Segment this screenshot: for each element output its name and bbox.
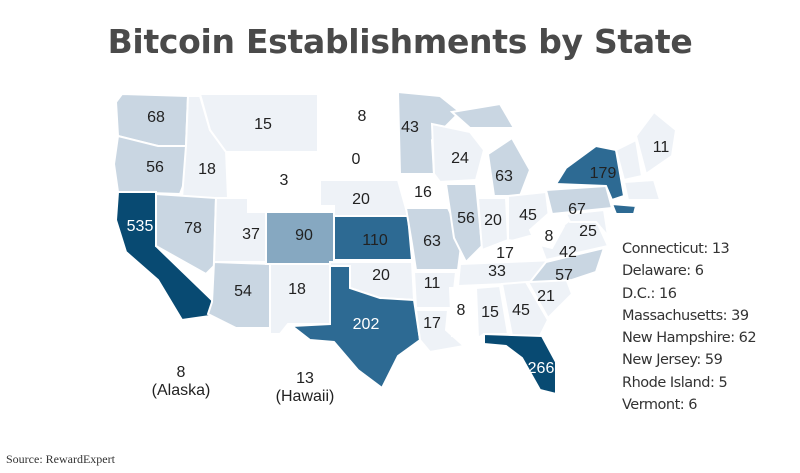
state-ma-ct-ri <box>622 178 662 201</box>
legend-item: D.C.: 16 <box>622 285 677 302</box>
state-value-wi: 24 <box>451 150 469 167</box>
state-value-tn: 33 <box>488 263 506 280</box>
state-value-ia: 16 <box>414 184 432 201</box>
state-value-ca: 535 <box>127 218 154 235</box>
state-value-nd: 8 <box>358 108 367 125</box>
state-md <box>564 208 610 240</box>
legend-item: Massachusetts: 39 <box>622 307 749 324</box>
state-pa <box>544 184 614 216</box>
hawaii-label: 13 (Hawaii) <box>272 370 338 406</box>
state-value-la: 17 <box>423 315 441 332</box>
state-va <box>538 219 610 262</box>
state-value-labels: 68 56 535 18 78 15 3 37 54 90 18 8 0 20 110 20 202 43 16 63… <box>127 108 670 377</box>
state-wv <box>528 212 566 250</box>
state-value-ne: 20 <box>352 191 370 208</box>
legend-item: Delaware: 6 <box>622 263 704 280</box>
state-value-wv: 8 <box>545 228 554 245</box>
state-value-oh: 45 <box>519 207 537 224</box>
state-ms <box>448 287 475 337</box>
state-value-ny: 179 <box>590 165 617 182</box>
state-value-fl: 266 <box>528 360 555 377</box>
state-tx <box>289 265 422 390</box>
legend-item: New Jersey: 59 <box>622 352 723 369</box>
state-value-ks: 110 <box>362 232 388 249</box>
hawaii-value: 13 <box>296 370 314 387</box>
state-value-ar: 11 <box>424 275 441 292</box>
state-value-nc: 57 <box>555 267 573 284</box>
state-value-id: 18 <box>198 161 216 178</box>
map-title: Bitcoin Establishments by State <box>107 22 693 61</box>
state-il <box>444 183 484 264</box>
small-states-legend: Connecticut: 13 Delaware: 6 D.C.: 16 Mas… <box>622 238 757 416</box>
legend-item: Rhode Island: 5 <box>622 374 728 391</box>
legend-item: Connecticut: 13 <box>622 241 730 257</box>
alaska-name: (Alaska) <box>151 382 211 399</box>
state-value-az: 54 <box>234 283 252 300</box>
state-value-mt: 15 <box>254 116 272 133</box>
state-value-va: 42 <box>559 244 577 261</box>
state-value-ok: 20 <box>372 267 390 284</box>
state-vt-nh <box>614 138 644 182</box>
state-shapes <box>112 90 678 396</box>
hawaii-name: (Hawaii) <box>275 388 335 405</box>
state-fl <box>483 332 557 396</box>
state-value-nm: 18 <box>288 281 306 298</box>
state-value-mn: 43 <box>401 119 419 136</box>
state-value-il: 56 <box>457 210 475 227</box>
state-me <box>634 110 678 176</box>
state-value-md: 25 <box>579 223 597 240</box>
state-value-or: 56 <box>146 159 164 176</box>
state-value-co: 90 <box>295 227 313 244</box>
state-ga <box>500 280 550 337</box>
source-note: Source: RewardExpert <box>6 452 115 466</box>
state-value-wy: 3 <box>280 172 289 189</box>
alaska-label: 8 (Alaska) <box>150 364 212 400</box>
state-value-pa: 67 <box>568 201 586 218</box>
state-nc <box>527 246 606 284</box>
state-value-ga: 45 <box>512 302 530 319</box>
state-wi <box>430 122 486 184</box>
state-value-mi: 63 <box>495 168 513 185</box>
alaska-value: 8 <box>176 364 186 381</box>
state-value-wa: 68 <box>147 109 165 126</box>
state-mi-upper <box>449 102 516 129</box>
state-value-mo: 63 <box>423 233 441 250</box>
state-value-sd: 0 <box>352 151 361 168</box>
legend-item: Vermont: 6 <box>622 397 698 414</box>
state-mi <box>486 136 532 197</box>
state-value-nv: 78 <box>184 220 202 237</box>
state-value-ky: 17 <box>496 245 514 262</box>
state-value-tx: 202 <box>353 316 380 333</box>
state-value-in: 20 <box>484 212 502 229</box>
state-value-sc: 21 <box>537 288 555 305</box>
state-nv <box>155 192 218 276</box>
state-ny <box>554 144 626 202</box>
state-value-ut: 37 <box>242 226 260 243</box>
state-mo <box>404 207 464 271</box>
state-ia <box>396 175 450 210</box>
state-value-al: 15 <box>481 304 499 321</box>
state-value-ms: 8 <box>457 302 466 319</box>
state-ks <box>333 215 414 261</box>
state-value-me: 11 <box>653 139 670 156</box>
legend-item: New Hampshire: 62 <box>622 330 757 347</box>
state-nj <box>610 202 638 215</box>
state-la <box>414 309 467 354</box>
